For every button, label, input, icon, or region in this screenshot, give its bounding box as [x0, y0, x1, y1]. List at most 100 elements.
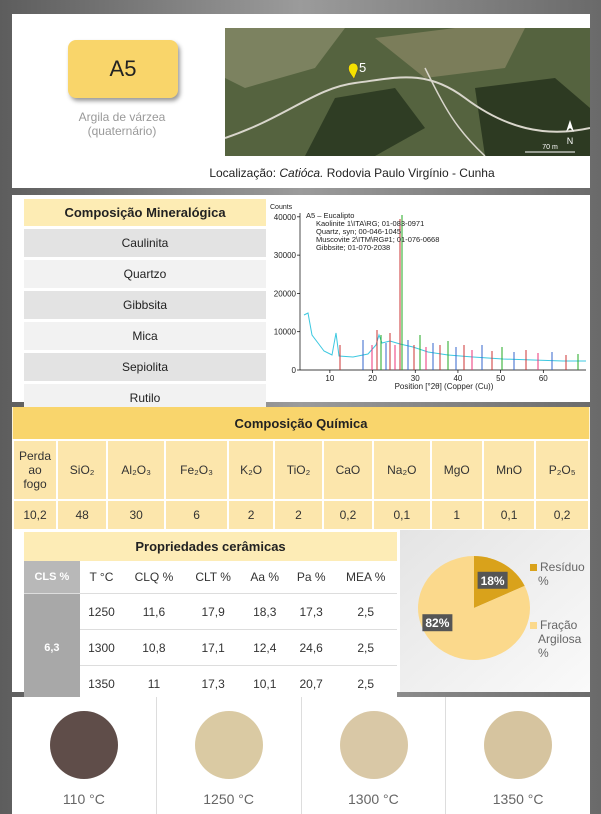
location: Localização: Catióca. Rodovia Paulo Virg…: [162, 166, 542, 180]
map-marker-label: 5: [359, 60, 366, 75]
value: 18,3: [242, 594, 288, 630]
value: 0,1: [373, 500, 430, 530]
header-panel: A5 Argila de várzea (quaternário) 5 N 70…: [12, 14, 590, 188]
map-north: N: [567, 136, 574, 146]
sample-disc: [484, 711, 552, 779]
mineral-table: Composição MineralógicaCaulinitaQuartzoG…: [24, 199, 266, 412]
sample-disc: [340, 711, 408, 779]
value: 2,5: [334, 630, 397, 666]
x-tick-label: 20: [368, 374, 377, 383]
y-tick-label: 40000: [274, 213, 297, 222]
sample-label: 1350 °C: [446, 791, 590, 807]
sample-image: [12, 703, 156, 785]
column-header: MEA %: [334, 561, 397, 594]
column-header: CLT %: [185, 561, 242, 594]
sample-disc: [50, 711, 118, 779]
sample-label: 110 °C: [12, 791, 156, 807]
sample-image: [446, 703, 590, 785]
column-header: T °C: [80, 561, 123, 594]
map: 5 N 70 m: [225, 28, 590, 156]
value: 0,2: [323, 500, 373, 530]
value: 11,6: [123, 594, 185, 630]
y-tick-label: 0: [292, 366, 297, 375]
value: 10,2: [13, 500, 57, 530]
sample-label: 1300 °C: [302, 791, 446, 807]
y-axis-label: Counts: [270, 204, 293, 211]
header-row: Composição Mineralógica: [24, 199, 266, 228]
value: 2: [274, 500, 323, 530]
column-header: Aa %: [242, 561, 288, 594]
table-title: Composição Química: [13, 407, 589, 440]
column-header: SiO₂: [57, 440, 107, 500]
mineral: Gibbsita: [24, 290, 266, 321]
description-line: Argila de várzea: [52, 110, 192, 124]
ceramics-panel: Propriedades cerâmicasCLS %T °CCLQ %CLT …: [12, 530, 590, 692]
mineral: Sepiolita: [24, 352, 266, 383]
mineral-row: Caulinita: [24, 228, 266, 259]
description: Argila de várzea (quaternário): [52, 110, 192, 138]
legend-swatch: [530, 564, 537, 571]
sample-image: [302, 703, 446, 785]
column-header: CLQ %: [123, 561, 185, 594]
column-header: MgO: [431, 440, 483, 500]
value: 2: [228, 500, 274, 530]
value-label: 18%: [481, 574, 505, 588]
x-tick-label: 50: [496, 374, 505, 383]
column-header: K₂O: [228, 440, 274, 500]
value: 17,1: [185, 630, 242, 666]
column-header: Perda ao fogo: [13, 440, 57, 500]
location-place: Catióca.: [279, 166, 323, 180]
y-tick-label: 20000: [274, 289, 297, 298]
column-header: CaO: [323, 440, 373, 500]
y-tick-label: 30000: [274, 251, 297, 260]
sample-cell: 1250 °C: [156, 697, 301, 814]
column-header: Al₂O₃: [107, 440, 165, 500]
xrd-legend-entry: Gibbsite; 01-070-2038: [316, 243, 390, 252]
mineral: Quartzo: [24, 259, 266, 290]
column-header: CLS %: [24, 561, 80, 594]
column-header: MnO: [483, 440, 535, 500]
location-label: Localização:: [209, 166, 276, 180]
table-title: Propriedades cerâmicas: [24, 532, 397, 561]
table-title: Composição Mineralógica: [24, 199, 266, 228]
value-label: 82%: [425, 616, 449, 630]
mineral: Mica: [24, 321, 266, 352]
map-scale: 70 m: [542, 144, 558, 151]
value: 0,1: [483, 500, 535, 530]
title-row: Propriedades cerâmicas: [24, 532, 397, 561]
value: 0,2: [535, 500, 589, 530]
value: 2,5: [334, 594, 397, 630]
sample-id: A5: [68, 40, 178, 98]
column-header: Fe₂O₃: [165, 440, 228, 500]
value: 12,4: [242, 630, 288, 666]
mineral-row: Gibbsita: [24, 290, 266, 321]
sample-disc: [195, 711, 263, 779]
column-header: TiO₂: [274, 440, 323, 500]
value: 6: [165, 500, 228, 530]
value: 48: [57, 500, 107, 530]
x-axis-label: Position [°2θ] (Copper (Cu)): [395, 382, 494, 391]
value: 17,9: [185, 594, 242, 630]
legend-swatch: [530, 622, 537, 629]
cls-value: 6,3: [24, 594, 80, 702]
value: 30: [107, 500, 165, 530]
x-tick-label: 60: [539, 374, 548, 383]
ceramics-table: Propriedades cerâmicasCLS %T °CCLQ %CLT …: [24, 532, 397, 702]
column-header: Na₂O: [373, 440, 430, 500]
sample-label: 1250 °C: [157, 791, 301, 807]
y-tick-label: 10000: [274, 328, 297, 337]
sample-cell: 1350 °C: [445, 697, 590, 814]
mineral: Caulinita: [24, 228, 266, 259]
value: 10,8: [123, 630, 185, 666]
sample-cell: 110 °C: [12, 697, 156, 814]
page: {"header": {"sample_id": "A5", "descript…: [0, 0, 601, 814]
